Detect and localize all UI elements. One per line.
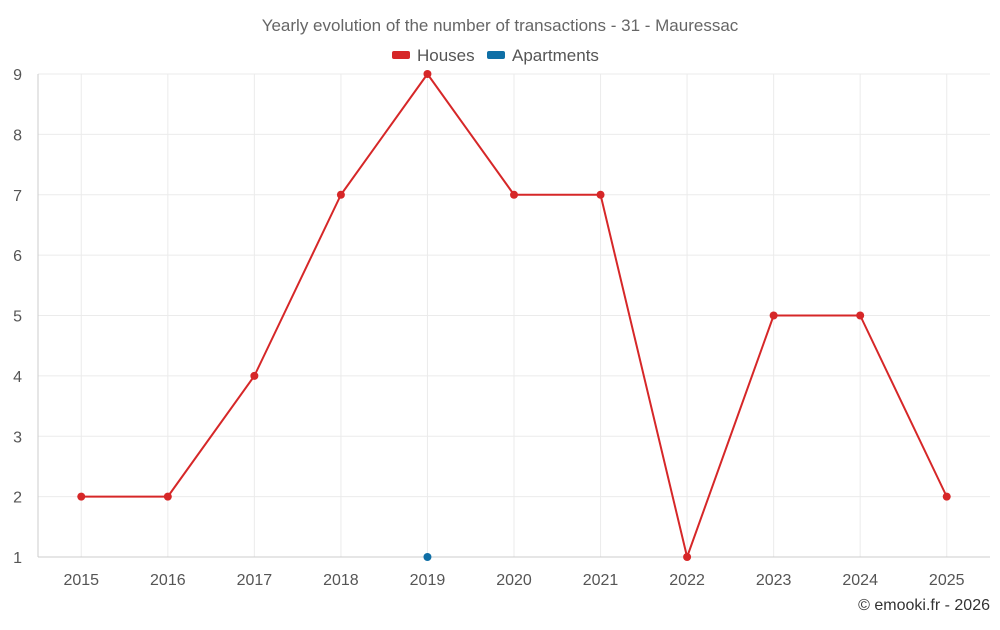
data-point-houses[interactable] [596,190,605,199]
y-tick-label: 8 [13,127,22,144]
axes: 1 2 3 4 5 6 7 8 9 2015 2016 2017 2018 2019 2020 2021 202… [13,67,990,589]
y-tick-label: 1 [13,550,22,567]
legend-label-apartments[interactable]: Apartments [512,46,599,65]
data-point-apartments[interactable] [423,553,432,561]
data-point-houses[interactable] [942,492,951,501]
series [77,70,951,561]
y-tick-label: 2 [13,490,22,507]
y-tick-label: 4 [13,369,22,386]
x-tick-label: 2021 [583,572,619,589]
x-tick-label: 2018 [323,572,359,589]
credit-text: © emooki.fr - 2026 [858,597,990,614]
data-point-houses[interactable] [77,492,86,501]
x-tick-label: 2024 [842,572,878,589]
x-tick-label: 2015 [63,572,99,589]
y-tick-label: 5 [13,309,22,326]
x-tick-label: 2019 [410,572,446,589]
data-point-houses[interactable] [336,190,345,199]
x-tick-label: 2017 [237,572,273,589]
data-point-houses[interactable] [163,492,172,501]
legend[interactable]: Houses Apartments [392,46,599,65]
data-point-houses[interactable] [423,70,432,78]
legend-swatch-apartments[interactable] [487,51,505,59]
y-tick-label: 9 [13,67,22,84]
y-tick-label: 3 [13,429,22,446]
y-tick-label: 7 [13,188,22,205]
data-point-houses[interactable] [510,190,518,199]
legend-label-houses[interactable]: Houses [417,46,475,65]
chart-title: Yearly evolution of the number of transa… [262,16,739,35]
x-tick-label: 2020 [496,572,532,589]
x-tick-label: 2016 [150,572,186,589]
legend-swatch-houses[interactable] [392,51,410,59]
data-point-houses[interactable] [683,553,692,561]
y-tick-label: 6 [13,248,22,265]
data-point-houses[interactable] [856,311,865,320]
x-tick-label: 2022 [669,572,705,589]
x-tick-label: 2023 [756,572,792,589]
data-point-houses[interactable] [769,311,778,320]
data-point-houses[interactable] [250,371,259,380]
x-tick-label: 2025 [929,572,965,589]
